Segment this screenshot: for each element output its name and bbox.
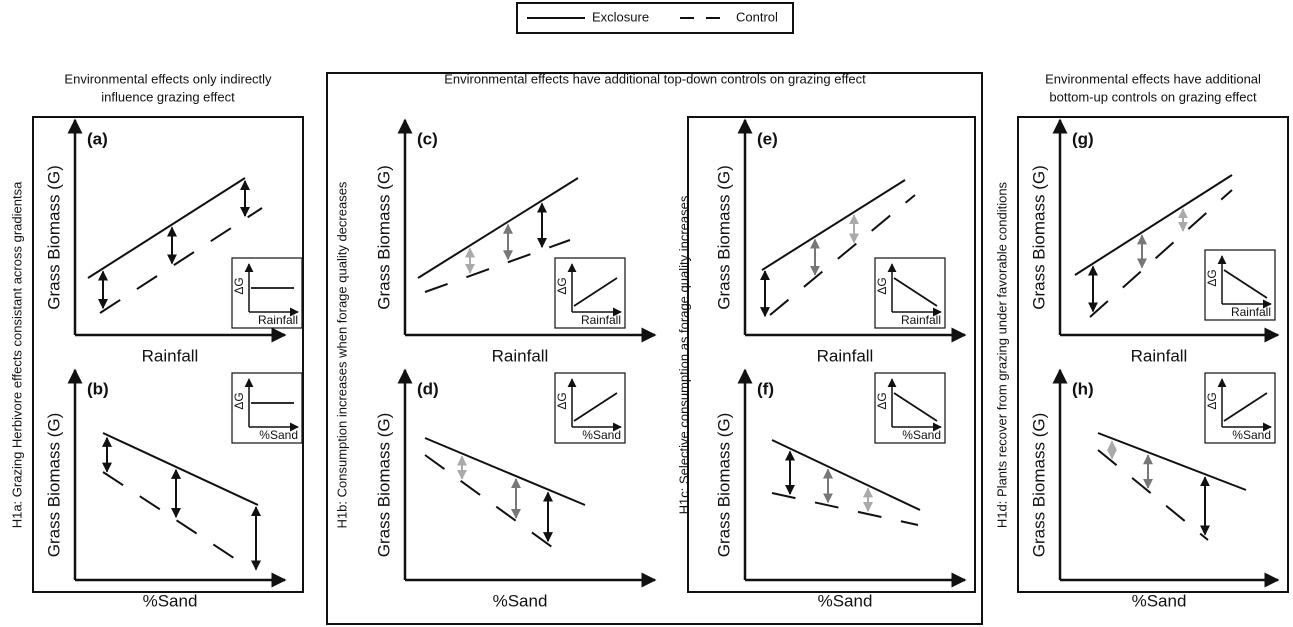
column-header: Environmental effects have additional to… [444, 71, 866, 86]
control-line [424, 454, 553, 548]
inset-trend [893, 277, 938, 307]
x-axis-label: %Sand [493, 591, 548, 610]
inset-x-label: Rainfall [581, 313, 621, 327]
x-axis-label: Rainfall [142, 346, 199, 365]
exclosure-line [771, 439, 921, 511]
exclosure-line [424, 437, 586, 506]
panel-label: (a) [87, 129, 108, 148]
panel-label: (b) [87, 379, 109, 398]
y-axis-label: Grass Biomass (G) [714, 165, 733, 310]
panel-label: (f) [757, 379, 774, 398]
inset-x-label: Rainfall [901, 313, 941, 327]
x-axis-label: %Sand [143, 591, 198, 610]
inset-y-label: ΔG [555, 392, 569, 409]
inset-trend [1223, 269, 1268, 299]
inset-y-label: ΔG [555, 277, 569, 294]
y-axis-label: Grass Biomass (G) [1029, 413, 1048, 558]
exclosure-line [1074, 174, 1233, 276]
legend-box [516, 2, 794, 34]
column-header: influence grazing effect [101, 89, 235, 104]
control-line [1097, 449, 1209, 541]
hypothesis-label: H1c: Selective consumption as forage qua… [676, 195, 691, 514]
exclosure-line [1097, 432, 1247, 491]
legend-label: Exclosure [592, 9, 649, 24]
y-axis-label: Grass Biomass (G) [374, 165, 393, 310]
column-header: Environmental effects have additional [1045, 71, 1261, 86]
x-axis-label: Rainfall [1131, 346, 1188, 365]
x-axis-label: %Sand [818, 591, 873, 610]
y-axis-label: Grass Biomass (G) [44, 413, 63, 558]
inset-trend [1223, 392, 1268, 422]
inset-trend [573, 277, 618, 307]
inset-y-label: ΔG [232, 277, 246, 294]
hypothesis-label: H1d: Plants recover from grazing under f… [994, 181, 1009, 528]
panel-label: (h) [1072, 379, 1094, 398]
exclosure-line [102, 432, 259, 506]
inset-x-label: %Sand [259, 428, 298, 442]
control-line [1089, 189, 1233, 318]
inset-y-label: ΔG [875, 277, 889, 294]
x-axis-label: Rainfall [817, 346, 874, 365]
x-axis-label: %Sand [1132, 591, 1187, 610]
x-axis-label: Rainfall [492, 346, 549, 365]
group-box [326, 72, 983, 625]
inset-trend [573, 392, 618, 422]
panel-box [1017, 116, 1289, 593]
inset-y-label: ΔG [232, 392, 246, 409]
y-axis-label: Grass Biomass (G) [44, 165, 63, 310]
inset-x-label: Rainfall [258, 313, 298, 327]
hypothesis-label: H1a: Grazing Herbivore effects consistan… [9, 181, 24, 528]
exclosure-line [761, 179, 906, 271]
column-header: Environmental effects only indirectly [64, 71, 272, 86]
inset-x-label: Rainfall [1231, 305, 1271, 319]
y-axis-label: Grass Biomass (G) [1029, 165, 1048, 310]
panel-label: (e) [757, 129, 778, 148]
inset-y-label: ΔG [875, 392, 889, 409]
column-header: bottom-up controls on grazing effect [1049, 89, 1257, 104]
control-line [424, 239, 571, 293]
inset-x-label: %Sand [902, 428, 941, 442]
legend-label: Control [736, 9, 778, 24]
panel-box [32, 116, 304, 593]
inset-trend [893, 392, 938, 422]
panel-label: (g) [1072, 129, 1094, 148]
control-line [102, 471, 241, 563]
inset-x-label: %Sand [582, 428, 621, 442]
control-line [769, 194, 916, 316]
inset-y-label: ΔG [1205, 392, 1219, 409]
control-line [99, 207, 263, 314]
hypothesis-label: H1b: Consumption increases when forage q… [334, 181, 349, 528]
inset-x-label: %Sand [1232, 428, 1271, 442]
panel-label: (c) [417, 129, 438, 148]
y-axis-label: Grass Biomass (G) [374, 413, 393, 558]
panel-box [687, 116, 976, 593]
panel-label: (d) [417, 379, 439, 398]
exclosure-line [87, 177, 246, 279]
y-axis-label: Grass Biomass (G) [714, 413, 733, 558]
inset-y-label: ΔG [1205, 269, 1219, 286]
exclosure-line [417, 177, 579, 279]
